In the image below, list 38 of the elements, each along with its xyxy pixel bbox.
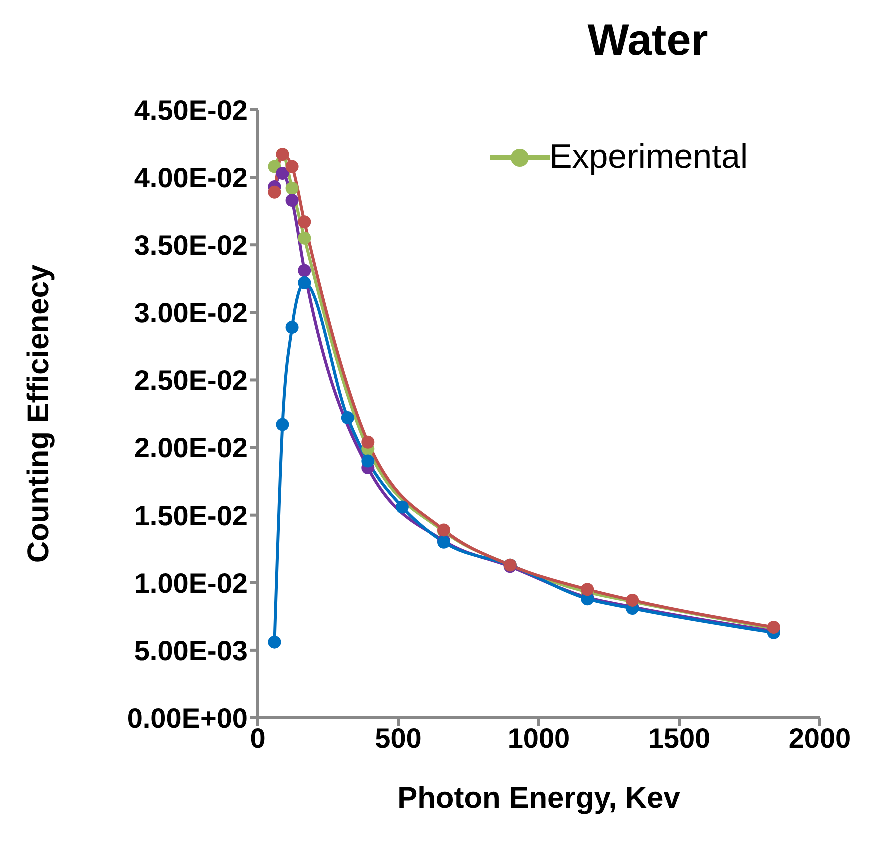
y-tick-label: 4.00E-02: [134, 162, 248, 194]
point: [286, 194, 299, 208]
x-tick-label: 500: [375, 722, 422, 754]
point: [276, 418, 290, 432]
point: [276, 167, 290, 180]
y-tick-label: 1.00E-02: [134, 568, 248, 599]
x-tick-label: 2000: [788, 722, 852, 754]
point: [298, 216, 312, 229]
point: [286, 160, 299, 174]
legend-label: Experimental: [550, 138, 748, 177]
x-tick-label: 1500: [648, 722, 711, 754]
y-axis-title: Counting Efficienecy: [22, 264, 56, 564]
x-tick-label: 0: [250, 722, 266, 754]
point: [268, 186, 282, 199]
y-tick-label: 4.50E-02: [134, 94, 248, 126]
point: [362, 454, 375, 468]
y-tick-label: 0.00E+00: [127, 702, 248, 734]
y-tick-label: 2.00E-02: [134, 432, 248, 464]
point: [268, 636, 282, 649]
y-tick-label: 3.50E-02: [134, 230, 248, 262]
point: [362, 436, 375, 449]
point: [286, 182, 299, 195]
x-tick-label: 1000: [508, 722, 570, 754]
point: [286, 321, 299, 334]
point: [581, 583, 594, 596]
y-tick-label: 2.50E-02: [134, 365, 248, 396]
y-tick-label: 3.00E-02: [134, 298, 248, 329]
chart-title: Water: [586, 16, 710, 66]
point: [298, 276, 312, 290]
y-tick-label: 1.50E-02: [134, 500, 248, 532]
point: [298, 264, 312, 278]
point: [268, 160, 282, 174]
point: [341, 412, 354, 425]
point: [396, 500, 409, 514]
y-tick-label: 5.00E-03: [134, 635, 248, 666]
point: [298, 232, 312, 245]
legend: Experimental: [490, 138, 748, 215]
x-axis-title: Photon Energy, Kev: [398, 782, 681, 815]
